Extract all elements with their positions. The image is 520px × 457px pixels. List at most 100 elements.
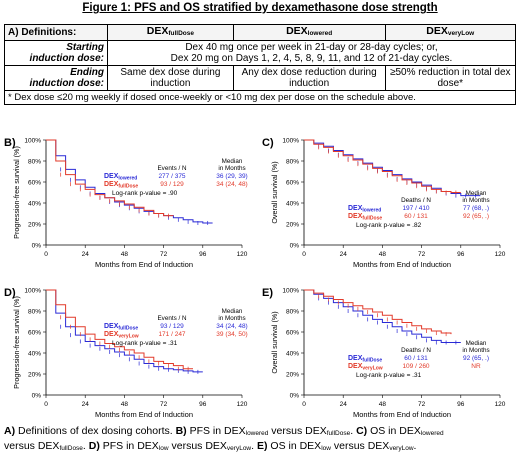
y-tick-label: 0%	[32, 243, 42, 250]
legend-header-count: Events / N	[157, 165, 186, 172]
x-tick-label: 72	[418, 401, 426, 408]
ending-dose-row: Ending induction dose: Same dex dose duri…	[4, 65, 516, 91]
legend-count-fullDose: 93 / 129	[160, 323, 184, 330]
x-tick-label: 120	[495, 251, 506, 258]
x-tick-label: 96	[457, 401, 465, 408]
logrank-pvalue: Log-rank p-value = .31	[356, 372, 422, 379]
definitions-label: A) Definitions:	[4, 24, 108, 41]
legend-series-name-veryLow: DEXveryLow	[348, 363, 383, 372]
legend-header-median: Median	[222, 308, 243, 315]
cohort-header-lowered: DEXlowered	[232, 24, 386, 41]
legend-count-veryLow: 109 / 260	[402, 363, 429, 370]
y-tick-label: 100%	[24, 138, 41, 145]
y-tick-label: 20%	[28, 372, 41, 379]
legend-median-fullDose: 34 (24, 48)	[216, 181, 247, 188]
legend-median-fullDose: 92 (65, .)	[463, 355, 489, 362]
legend-series-name-fullDose: DEXfullDose	[104, 323, 138, 332]
legend-header-months: in Months	[218, 315, 245, 322]
x-axis-label: Months from End of Induction	[353, 410, 451, 419]
x-tick-label: 48	[121, 251, 129, 258]
legend-series-name-lowered: DEXlowered	[348, 205, 381, 214]
legend-series-name-lowered: DEXlowered	[104, 173, 137, 182]
y-tick-label: 0%	[290, 393, 300, 400]
y-tick-label: 40%	[28, 201, 41, 208]
y-tick-label: 60%	[28, 180, 41, 187]
logrank-pvalue: Log-rank p-value = .82	[356, 222, 422, 229]
ending-dose-lowered: Any dex dose reduction during induction	[232, 65, 386, 91]
x-axis-label: Months from End of Induction	[353, 260, 451, 269]
panel-label: C)	[262, 137, 274, 149]
legend-median-veryLow: 39 (34, 50)	[216, 331, 247, 338]
y-tick-label: 80%	[28, 309, 41, 316]
ending-dose-fulldose: Same dex dose during induction	[107, 65, 234, 91]
legend-series-name-fullDose: DEXfullDose	[104, 181, 138, 190]
logrank-pvalue: Log-rank p-value = .31	[112, 340, 178, 347]
legend-header-median: Median	[466, 340, 487, 347]
ending-dose-verylow: ≥50% reduction in total dex dose*	[384, 65, 516, 91]
y-tick-label: 0%	[32, 393, 42, 400]
footnote: * Dex dose ≤20 mg weekly if dosed once-w…	[4, 90, 516, 105]
series-line-fullDose	[46, 289, 203, 373]
x-axis-label: Months from End of Induction	[95, 260, 193, 269]
km-panel-1: C) 0% 20% 40% 60% 80% 100% 0 24 48 72 96 120 Months f…	[262, 137, 506, 269]
y-tick-label: 0%	[290, 243, 300, 250]
cohort-header-verylow: DEXveryLow	[384, 24, 516, 41]
legend-header-median: Median	[222, 158, 243, 165]
x-tick-label: 0	[302, 251, 306, 258]
km-panel-0: B) 0% 20% 40% 60% 80% 100% 0 24 48 72 96 120 Months f…	[4, 137, 248, 269]
y-tick-label: 80%	[286, 309, 299, 316]
legend-median-fullDose: 92 (65, .)	[463, 213, 489, 220]
y-tick-label: 40%	[28, 351, 41, 358]
x-tick-label: 24	[82, 251, 90, 258]
legend-count-fullDose: 60 / 131	[404, 213, 428, 220]
x-tick-label: 96	[199, 401, 207, 408]
y-tick-label: 80%	[28, 159, 41, 166]
x-tick-label: 96	[457, 251, 465, 258]
legend-header-count: Events / N	[157, 315, 186, 322]
starting-dose-row: Starting induction dose: Dex 40 mg once p…	[4, 40, 516, 66]
legend-count-lowered: 277 / 375	[158, 173, 185, 180]
y-tick-label: 100%	[282, 138, 299, 145]
legend-count-fullDose: 60 / 131	[404, 355, 428, 362]
legend-median-fullDose: 34 (24, 48)	[216, 323, 247, 330]
panel-label: B)	[4, 137, 16, 149]
legend-header-months: in Months	[462, 347, 489, 354]
legend-count-lowered: 197 / 410	[402, 205, 429, 212]
x-tick-label: 96	[199, 251, 207, 258]
x-tick-label: 72	[418, 251, 426, 258]
series-line-fullDose	[304, 139, 461, 193]
x-tick-label: 24	[340, 251, 348, 258]
x-tick-label: 72	[160, 401, 168, 408]
starting-dose-label: Starting induction dose:	[4, 40, 108, 66]
series-line-fullDose	[304, 289, 461, 343]
x-tick-label: 24	[340, 401, 348, 408]
series-line-veryLow	[46, 289, 193, 370]
series-line-fullDose	[46, 139, 174, 217]
x-tick-label: 48	[379, 401, 387, 408]
x-tick-label: 120	[495, 401, 506, 408]
legend-count-veryLow: 171 / 247	[158, 331, 185, 338]
logrank-pvalue: Log-rank p-value = .90	[112, 190, 178, 197]
ending-dose-label: Ending induction dose:	[4, 65, 108, 91]
definitions-header-row: A) Definitions: DEXfullDose DEXlowered D…	[4, 24, 516, 41]
y-tick-label: 20%	[28, 222, 41, 229]
y-axis-label: Overall survival (%)	[270, 311, 279, 373]
x-axis-label: Months from End of Induction	[95, 410, 193, 419]
legend-median-lowered: 77 (68, .)	[463, 205, 489, 212]
legend-series-name-veryLow: DEXveryLow	[104, 331, 139, 340]
legend-header-median: Median	[466, 190, 487, 197]
km-panel-2: D) 0% 20% 40% 60% 80% 100% 0 24 48 72 96 120 Months f…	[4, 287, 248, 419]
y-tick-label: 40%	[286, 351, 299, 358]
y-axis-label: Progression-free survival (%)	[12, 296, 21, 389]
legend-header-months: in Months	[462, 197, 489, 204]
x-tick-label: 24	[82, 401, 90, 408]
y-tick-label: 100%	[24, 288, 41, 295]
x-tick-label: 48	[379, 251, 387, 258]
x-tick-label: 0	[44, 401, 48, 408]
x-tick-label: 48	[121, 401, 129, 408]
legend-header-count: Deaths / N	[401, 347, 431, 354]
x-tick-label: 120	[237, 401, 248, 408]
footnote-row: * Dex dose ≤20 mg weekly if dosed once-w…	[4, 90, 516, 105]
figure-caption: A) Definitions of dex dosing cohorts. B)…	[4, 425, 444, 452]
y-axis-label: Overall survival (%)	[270, 161, 279, 223]
